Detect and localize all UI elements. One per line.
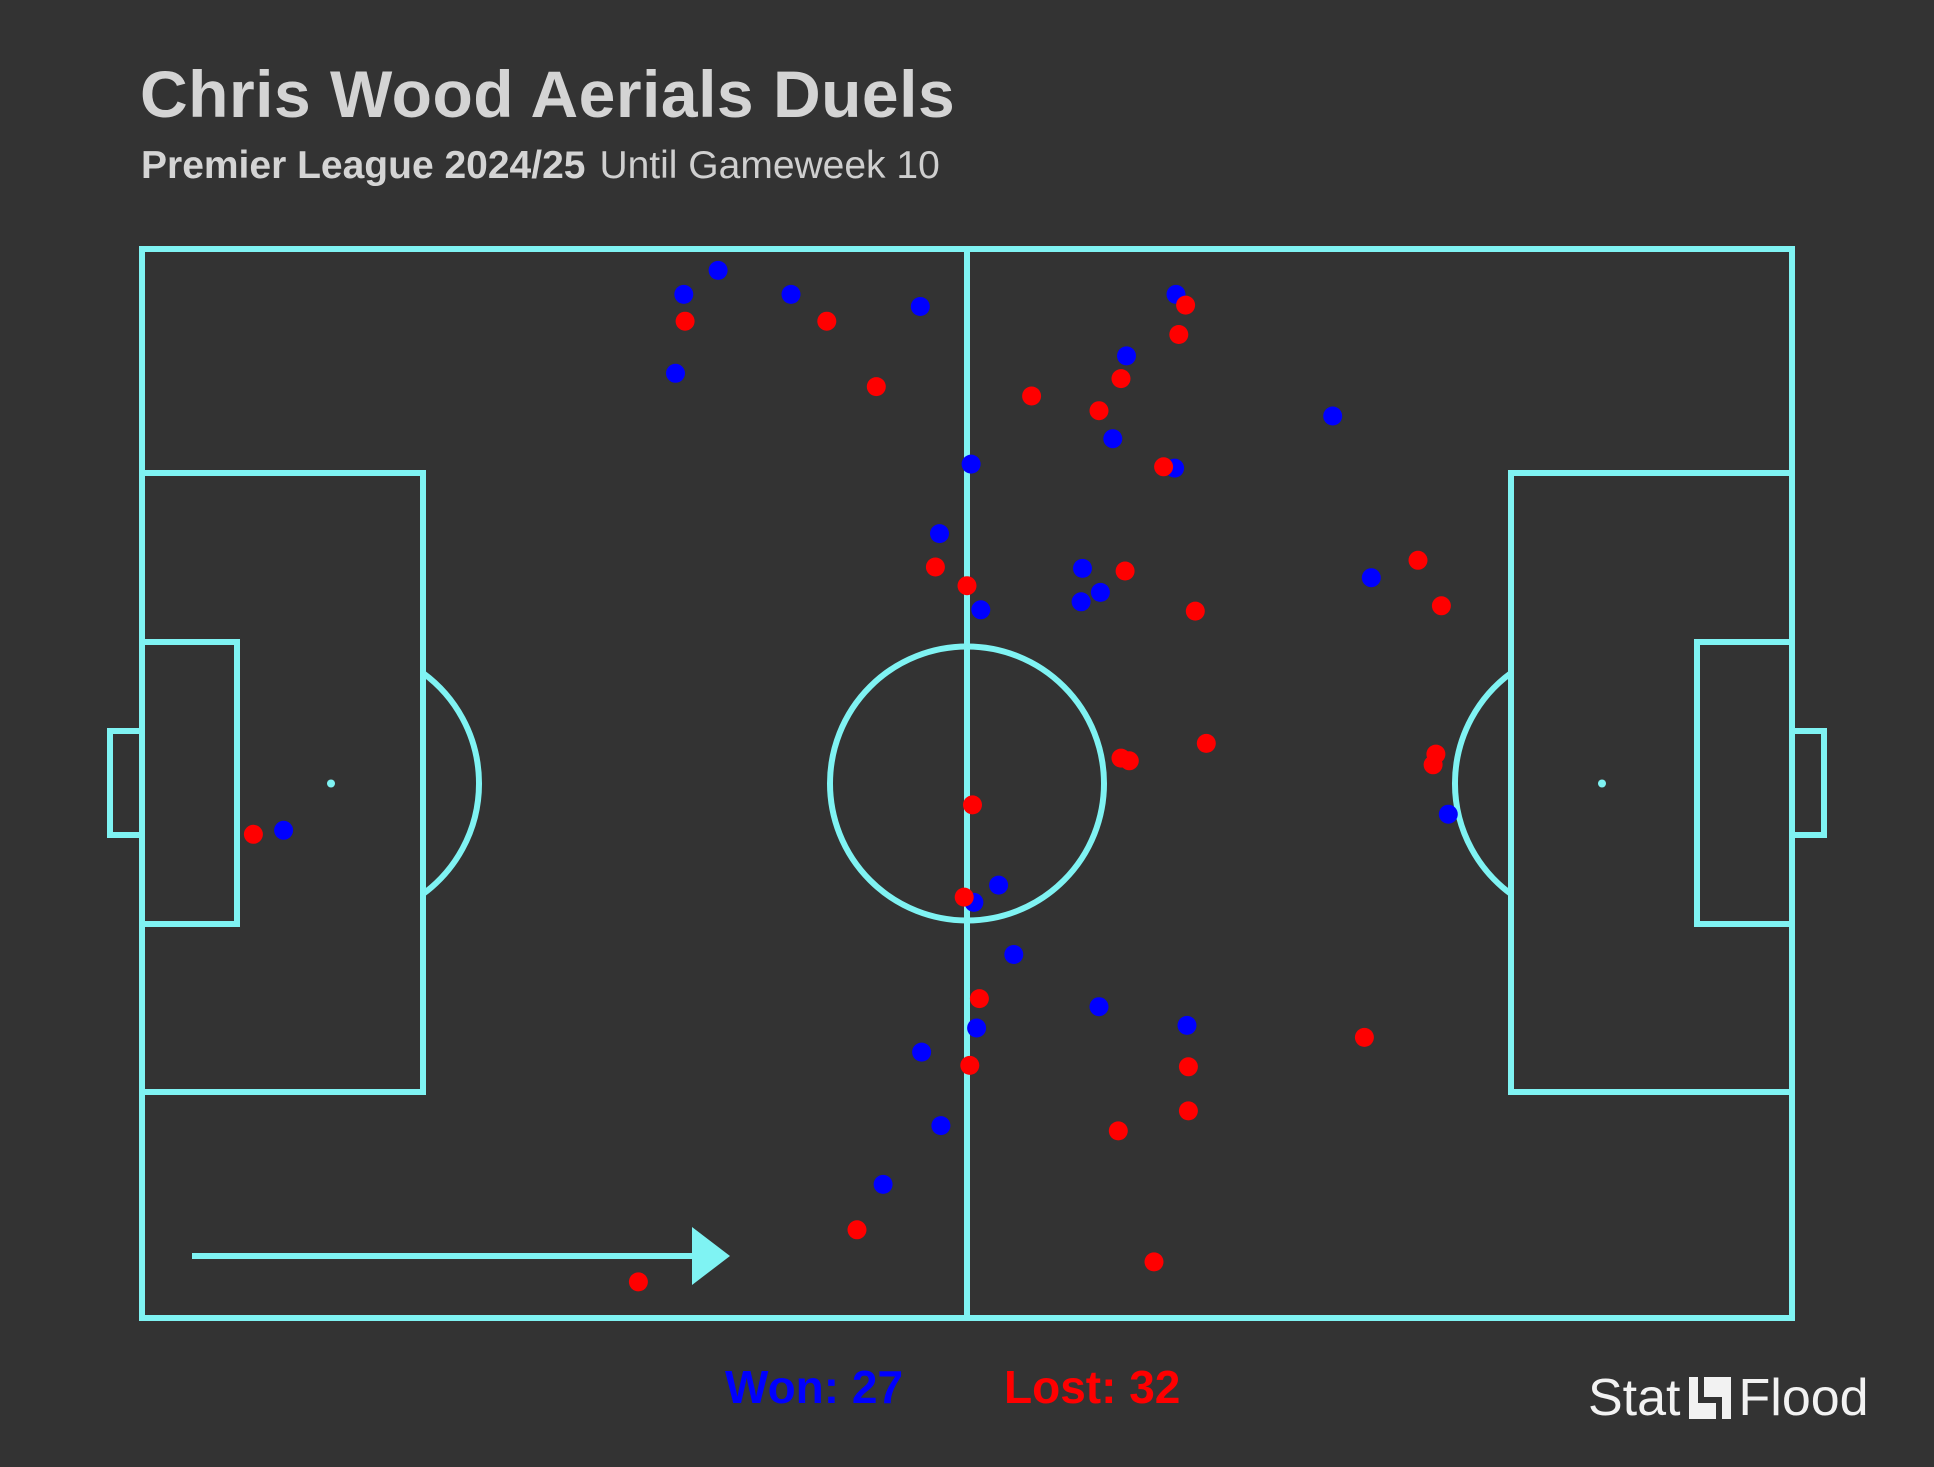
won-count: Won: 27 (725, 1361, 904, 1413)
duel-point-lost-4 (243, 824, 263, 844)
center-circle (827, 643, 1107, 924)
duel-point-lost-12 (1176, 295, 1196, 315)
duel-point-lost-29 (1178, 1101, 1198, 1121)
duel-point-lost-18 (1196, 733, 1216, 753)
chart-subtitle: Premier League 2024/25 Until Gameweek 10 (141, 144, 940, 188)
left-six-yard-box (139, 639, 240, 927)
duel-point-won-18 (971, 600, 991, 620)
duel-point-won-16 (1090, 582, 1110, 602)
duel-point-won-2 (674, 284, 694, 304)
right-penalty-spot (1598, 779, 1606, 788)
duel-point-lost-24 (1423, 755, 1443, 775)
duel-point-lost-30 (1108, 1121, 1128, 1141)
duel-point-lost-26 (969, 989, 989, 1009)
pitch-lines (107, 246, 1827, 1321)
duel-point-lost-25 (954, 887, 974, 907)
left-penalty-arc (421, 670, 482, 897)
left-penalty-spot (327, 779, 335, 788)
duel-point-lost-10 (1089, 401, 1109, 421)
duel-point-lost-31 (1354, 1027, 1374, 1047)
duel-point-won-15 (1073, 558, 1092, 578)
duel-point-won-26 (912, 1042, 932, 1062)
duel-point-lost-13 (1408, 550, 1428, 570)
duel-point-lost-20 (1111, 748, 1131, 768)
duel-point-lost-6 (847, 1220, 867, 1240)
subtitle-period: Until Gameweek 10 (599, 144, 940, 187)
duel-point-won-28 (873, 1174, 893, 1194)
duel-point-won-7 (781, 284, 801, 304)
duel-point-lost-14 (866, 377, 886, 397)
duel-point-won-11 (1103, 429, 1123, 449)
duel-point-won-12 (961, 454, 981, 474)
duel-point-lost-17 (1185, 601, 1205, 621)
duel-point-won-17 (1071, 592, 1091, 612)
duel-point-won-8 (910, 297, 930, 316)
right-goal (1789, 728, 1827, 838)
duel-points (243, 260, 1458, 1292)
statflood-mark-icon (1688, 1377, 1731, 1419)
duel-point-lost-22 (1431, 596, 1451, 616)
duel-point-won-10 (1117, 346, 1136, 366)
right-six-yard-box (1694, 639, 1795, 927)
lost-count: Lost: 32 (1004, 1361, 1181, 1413)
duel-point-won-4 (930, 524, 949, 544)
center-spot (964, 780, 970, 787)
duel-point-lost-15 (957, 576, 977, 596)
brand-right: Flood (1738, 1369, 1869, 1427)
duel-point-won-19 (1361, 568, 1381, 588)
duel-point-lost-9 (1111, 369, 1131, 389)
duel-point-lost-7 (1154, 457, 1174, 477)
brand-left: Stat (1588, 1369, 1681, 1427)
duel-point-won-6 (989, 875, 1009, 895)
duel-point-won-23 (1089, 997, 1109, 1017)
duel-point-lost-2 (817, 311, 837, 331)
duel-point-won-3 (666, 363, 685, 383)
right-penalty-arc (1452, 670, 1513, 897)
duel-point-won-5 (274, 820, 294, 840)
duel-point-lost-1 (675, 311, 695, 331)
duel-point-lost-11 (1169, 325, 1189, 344)
duel-point-lost-21 (963, 795, 982, 815)
left-goal (107, 728, 145, 838)
attack-direction-arrow (192, 1227, 730, 1285)
duel-point-won-1 (708, 260, 728, 280)
duel-point-lost-16 (1115, 561, 1135, 581)
arrow-head (692, 1227, 730, 1285)
duel-point-lost-3 (925, 557, 945, 577)
statflood-logo: Stat Flood (1588, 1368, 1869, 1428)
duel-point-lost-27 (960, 1055, 980, 1075)
subtitle-league: Premier League 2024/25 (141, 144, 586, 187)
left-penalty-box (139, 470, 426, 1095)
duel-point-won-27 (931, 1116, 951, 1136)
right-penalty-box (1508, 470, 1795, 1095)
chart-title: Chris Wood Aerials Duels (140, 57, 956, 131)
duel-point-lost-28 (1178, 1057, 1198, 1077)
duel-point-won-20 (1438, 804, 1458, 824)
duel-point-lost-5 (628, 1272, 648, 1292)
duel-point-won-24 (1177, 1015, 1197, 1035)
duel-point-won-14 (1323, 406, 1343, 426)
duel-point-won-22 (1004, 945, 1024, 964)
duel-point-lost-32 (1144, 1252, 1164, 1272)
duel-point-won-25 (967, 1018, 987, 1038)
duel-point-lost-8 (1022, 386, 1042, 406)
